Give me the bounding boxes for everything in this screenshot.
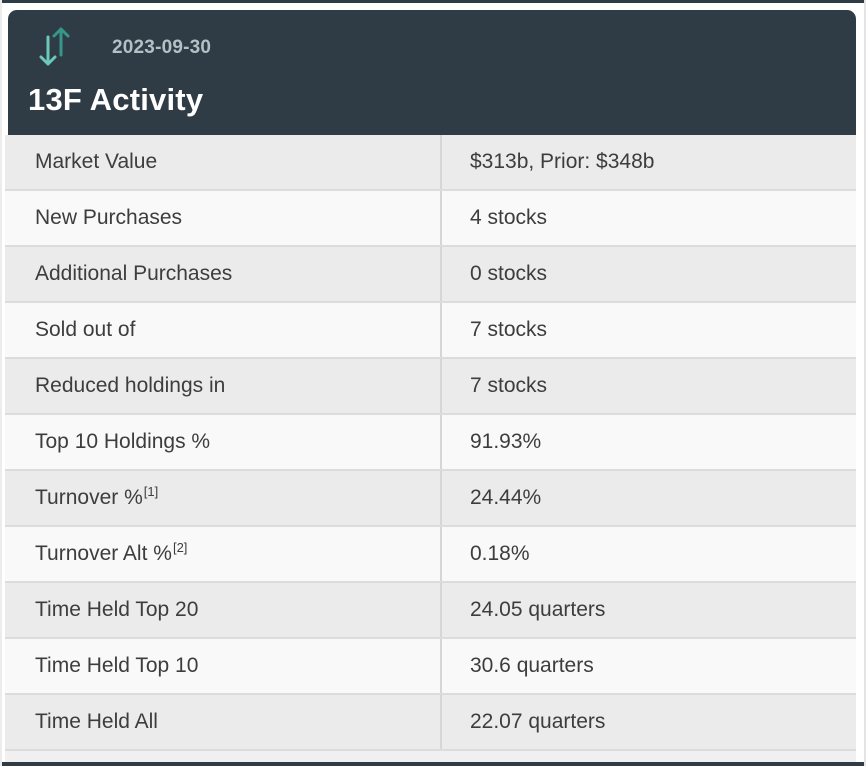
table-row: Turnover Alt % [2] 0.18% xyxy=(5,527,856,583)
sort-order-button[interactable] xyxy=(36,24,76,72)
row-label: Additional Purchases xyxy=(5,247,442,301)
row-label-text: Market Value xyxy=(35,150,158,173)
row-label-text: Additional Purchases xyxy=(35,262,233,285)
row-label: Sold out of xyxy=(5,303,442,357)
top-edge-divider xyxy=(2,0,864,3)
row-label-text: Turnover % xyxy=(35,486,143,509)
table-row: Market Value $313b, Prior: $348b xyxy=(5,135,856,191)
row-value: 4 stocks xyxy=(469,206,548,229)
row-label: New Purchases xyxy=(5,191,442,245)
table-row: Time Held Top 10 30.6 quarters xyxy=(5,639,856,695)
row-label: Top 10 Holdings % xyxy=(5,415,442,469)
footnote-marker: [1] xyxy=(143,483,159,499)
13f-activity-header: 2023-09-30 13F Activity xyxy=(8,10,856,135)
table-row: New Purchases 4 stocks xyxy=(5,191,856,247)
row-value: 0 stocks xyxy=(469,262,548,285)
row-label-text: Turnover Alt % xyxy=(35,542,172,565)
bottom-edge-divider xyxy=(2,762,864,766)
row-value: 24.44% xyxy=(469,486,542,509)
row-value: 91.93% xyxy=(469,430,542,453)
table-row: Additional Purchases 0 stocks xyxy=(5,247,856,303)
footnote-marker: [2] xyxy=(172,539,188,555)
13f-activity-table: Market Value $313b, Prior: $348b New Pur… xyxy=(5,135,856,751)
row-label: Turnover Alt % [2] xyxy=(5,527,442,581)
top-gap xyxy=(2,3,864,10)
table-row: Sold out of 7 stocks xyxy=(5,303,856,359)
row-value: 0.18% xyxy=(469,542,530,565)
row-value: 30.6 quarters xyxy=(469,654,594,677)
table-row: Top 10 Holdings % 91.93% xyxy=(5,415,856,471)
table-row: Reduced holdings in 7 stocks xyxy=(5,359,856,415)
row-label-text: New Purchases xyxy=(35,206,183,229)
page-title: 13F Activity xyxy=(28,82,204,117)
table-row: Time Held All 22.07 quarters xyxy=(5,695,856,751)
row-label: Reduced holdings in xyxy=(5,359,442,413)
row-label-text: Reduced holdings in xyxy=(35,374,226,397)
table-row: Time Held Top 20 24.05 quarters xyxy=(5,583,856,639)
row-label: Turnover % [1] xyxy=(5,471,442,525)
row-value: 24.05 quarters xyxy=(469,598,606,621)
row-label-text: Time Held Top 20 xyxy=(35,598,199,621)
row-label-text: Time Held All xyxy=(35,710,158,733)
row-label: Time Held Top 20 xyxy=(5,583,442,637)
row-label-text: Time Held Top 10 xyxy=(35,654,199,677)
row-value: 7 stocks xyxy=(469,318,548,341)
row-label-text: Top 10 Holdings % xyxy=(35,430,211,453)
row-value: 22.07 quarters xyxy=(469,710,606,733)
table-row: Turnover % [1] 24.44% xyxy=(5,471,856,527)
row-value: 7 stocks xyxy=(469,374,548,397)
row-label: Time Held All xyxy=(5,695,442,749)
row-label: Market Value xyxy=(5,135,442,189)
bottom-gap xyxy=(5,751,856,762)
row-value: $313b, Prior: $348b xyxy=(469,150,655,173)
up-down-arrows-icon xyxy=(36,23,76,74)
row-label: Time Held Top 10 xyxy=(5,639,442,693)
row-label-text: Sold out of xyxy=(35,318,136,341)
report-date: 2023-09-30 xyxy=(112,37,212,58)
